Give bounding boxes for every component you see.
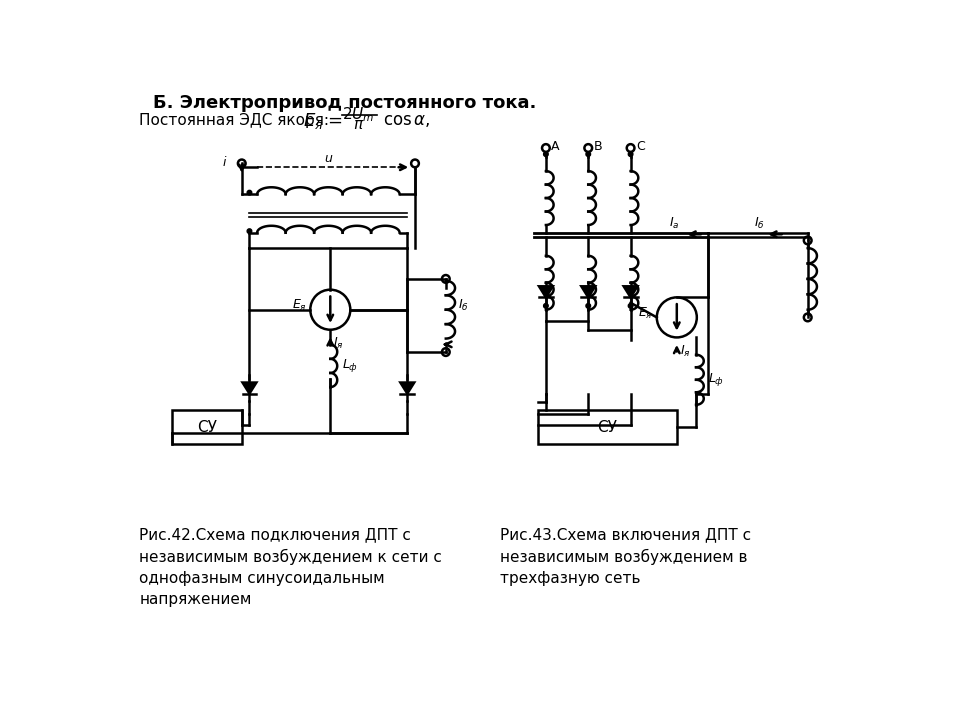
Circle shape — [586, 304, 590, 308]
Text: $E_{я}$: $E_{я}$ — [303, 111, 324, 131]
Text: С: С — [636, 140, 645, 153]
Text: $2U_m$: $2U_m$ — [342, 106, 374, 125]
Text: $I_б$: $I_б$ — [458, 298, 468, 313]
Circle shape — [543, 152, 548, 156]
Circle shape — [585, 144, 592, 152]
Circle shape — [247, 229, 252, 233]
Text: $E_я$: $E_я$ — [638, 306, 653, 321]
Bar — [539, 410, 677, 444]
Circle shape — [586, 152, 590, 156]
Text: $I_я$: $I_я$ — [332, 336, 344, 351]
Text: СУ: СУ — [597, 420, 617, 435]
Text: СУ: СУ — [197, 420, 217, 435]
Text: $i$: $i$ — [223, 155, 228, 169]
Text: А: А — [551, 140, 560, 153]
Text: В: В — [593, 140, 602, 153]
Text: $I_а$: $I_а$ — [669, 216, 680, 231]
Text: $=$: $=$ — [324, 111, 343, 129]
Circle shape — [628, 304, 633, 308]
Circle shape — [542, 144, 550, 152]
Text: $\cos\alpha,$: $\cos\alpha,$ — [383, 111, 430, 129]
Polygon shape — [624, 287, 637, 297]
Text: $L_ф$: $L_ф$ — [342, 357, 358, 374]
Circle shape — [804, 313, 811, 321]
Text: $u$: $u$ — [324, 152, 333, 165]
Text: Рис.43.Схема включения ДПТ с
независимым возбуждением в
трехфазную сеть: Рис.43.Схема включения ДПТ с независимым… — [500, 527, 751, 585]
Polygon shape — [243, 382, 256, 394]
Circle shape — [411, 160, 419, 167]
Text: $E_я$: $E_я$ — [292, 298, 306, 313]
Circle shape — [442, 275, 449, 283]
Bar — [173, 410, 242, 444]
Circle shape — [657, 297, 697, 338]
Circle shape — [628, 152, 633, 156]
Circle shape — [442, 348, 449, 356]
Text: $I_б$: $I_б$ — [754, 216, 764, 231]
Circle shape — [804, 237, 811, 244]
Text: Б. Электропривод постоянного тока.: Б. Электропривод постоянного тока. — [154, 94, 537, 112]
Circle shape — [238, 160, 246, 167]
Circle shape — [543, 304, 548, 308]
Polygon shape — [539, 287, 553, 297]
Text: Рис.42.Схема подключения ДПТ с
независимым возбуждением к сети с
однофазным сину: Рис.42.Схема подключения ДПТ с независим… — [139, 527, 443, 606]
Text: $I_я$: $I_я$ — [680, 343, 690, 359]
Text: Постоянная ЭДС якоря:: Постоянная ЭДС якоря: — [139, 113, 329, 128]
Text: $L_ф$: $L_ф$ — [708, 372, 724, 388]
Polygon shape — [400, 382, 414, 394]
Text: $\pi$: $\pi$ — [353, 117, 365, 132]
Circle shape — [247, 190, 252, 195]
Polygon shape — [582, 287, 595, 297]
Circle shape — [627, 144, 635, 152]
Circle shape — [310, 289, 350, 330]
